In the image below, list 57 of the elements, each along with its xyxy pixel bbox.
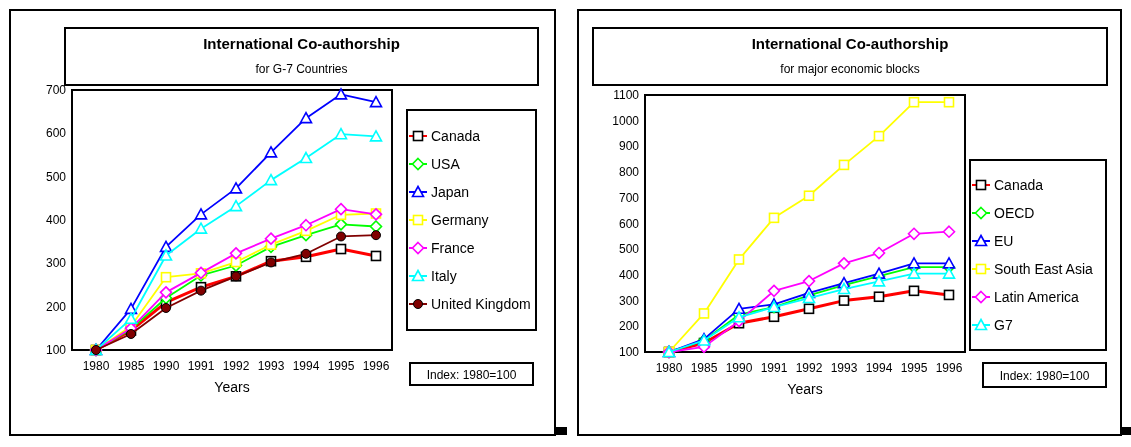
legend-label: USA (431, 156, 461, 172)
y-tick-label: 400 (618, 267, 640, 282)
chart-subtitle: for G-7 Countries (255, 62, 348, 76)
chart-title: International Co-authorship (203, 35, 400, 52)
text: Index: 1980=100 (999, 369, 1090, 383)
y-tick-label: 1000 (612, 113, 640, 128)
y-tick-label: 700 (618, 190, 640, 205)
x-tick-label: 1985 (690, 361, 718, 375)
legend-label: South East Asia (994, 261, 1094, 277)
x-tick-label: 1992 (795, 361, 823, 375)
legend-label: Italy (431, 268, 457, 284)
x-tick-label: 1993 (830, 361, 858, 375)
y-tick-label: 300 (45, 256, 67, 271)
text: Index: 1980=100 (426, 368, 517, 382)
x-tick-label: 1993 (257, 359, 285, 373)
y-tick-label: 600 (45, 126, 67, 141)
x-tick-label: 1994 (865, 361, 893, 375)
legend-label: United Kingdom (431, 296, 531, 312)
y-tick-label: 800 (618, 165, 640, 180)
legend-label: Japan (431, 184, 470, 200)
legend-label: Germany (431, 212, 489, 228)
x-axis-title: Years (214, 379, 250, 395)
x-tick-label: 1990 (725, 361, 753, 375)
legend-label: OECD (994, 205, 1035, 221)
legend-label: G7 (994, 317, 1013, 333)
x-tick-label: 1995 (327, 359, 355, 373)
x-axis-title: Years (787, 381, 823, 397)
x-tick-label: 1992 (222, 359, 250, 373)
y-tick-label: 100 (618, 345, 640, 359)
y-tick-label: 500 (45, 169, 67, 184)
y-tick-label: 100 (45, 343, 67, 357)
y-tick-label: 400 (45, 213, 67, 227)
y-tick-label: 200 (45, 299, 67, 314)
legend-label: Canada (431, 128, 481, 144)
y-tick-label: 700 (45, 83, 67, 97)
x-tick-label: 1994 (292, 359, 320, 373)
x-tick-label: 1990 (152, 359, 180, 373)
y-tick-label: 900 (618, 139, 640, 154)
legend-label: Latin America (994, 289, 1080, 305)
legend-label: Canada (994, 177, 1044, 193)
x-tick-label: 1980 (655, 361, 683, 375)
x-tick-label: 1995 (900, 361, 928, 375)
legend-label: EU (994, 233, 1014, 249)
legend-label: France (431, 240, 475, 256)
x-tick-label: 1985 (117, 359, 145, 373)
x-tick-label: 1991 (187, 359, 215, 373)
y-tick-label: 600 (618, 216, 640, 231)
x-tick-label: 1991 (760, 361, 788, 375)
y-tick-label: 500 (618, 242, 640, 257)
y-tick-label: 200 (618, 319, 640, 334)
x-tick-label: 1980 (82, 359, 110, 373)
chart-title: International Co-authorship (751, 35, 949, 52)
y-tick-label: 300 (618, 293, 640, 308)
x-tick-label: 1996 (935, 361, 963, 375)
y-tick-label: 1100 (613, 88, 640, 102)
x-tick-label: 1996 (362, 359, 390, 373)
chart-subtitle: for major economic blocks (780, 62, 920, 76)
